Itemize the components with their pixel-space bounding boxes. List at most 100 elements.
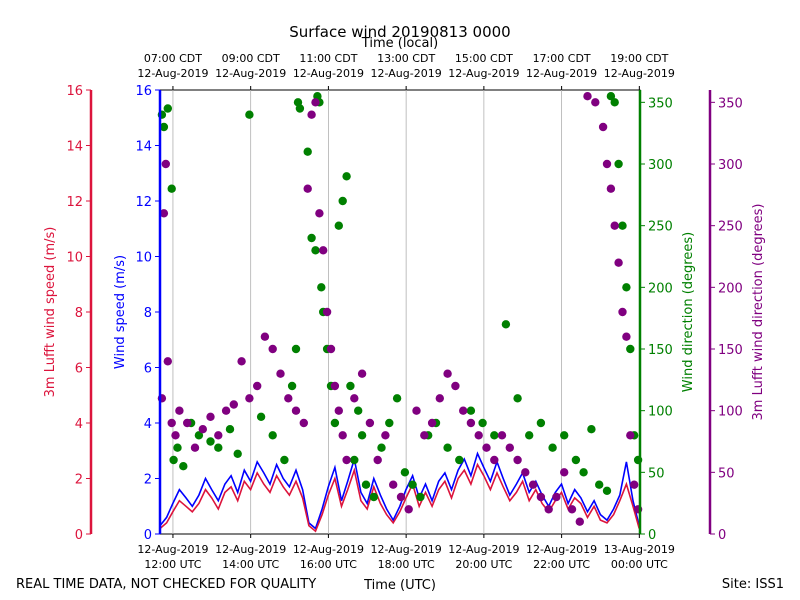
3m-lufft-wind-direction-point xyxy=(260,332,270,341)
3m-lufft-wind-direction-point xyxy=(311,98,320,107)
3m-lufft-wind-direction-point xyxy=(420,431,429,440)
wind-direction-point xyxy=(225,425,235,434)
3m-lufft-wind-direction-point xyxy=(474,431,483,440)
wind-direction-point xyxy=(606,92,616,101)
wind-direction-point xyxy=(377,443,386,452)
top-tick-label-date: 12-Aug-2019 xyxy=(526,67,597,80)
3m-lufft-wind-direction-point xyxy=(614,258,623,267)
3m-lufft-wind-direction-point xyxy=(435,394,444,403)
3m-lufft-wind-direction-point xyxy=(427,418,437,428)
wind-direction-point xyxy=(548,443,557,452)
series-layer xyxy=(157,92,643,533)
wind-direction-point xyxy=(361,480,371,489)
wind-direction-point xyxy=(245,110,254,119)
top-axis-label: Time (local) xyxy=(361,36,438,51)
wind-direction-point xyxy=(268,431,277,440)
speed-tick-label: 16 xyxy=(135,84,152,99)
lufft-direction-tick-label: 50 xyxy=(718,466,735,481)
lufft-speed-tick-label: 4 xyxy=(75,417,83,432)
3m-lufft-wind-direction-point xyxy=(373,455,382,465)
wind-direction-point xyxy=(287,381,297,391)
3m-lufft-wind-direction-point xyxy=(330,381,340,391)
x-tick-label-time: 22:00 UTC xyxy=(533,558,590,571)
3m-lufft-wind-direction-point xyxy=(315,209,324,218)
top-tick-label-date: 12-Aug-2019 xyxy=(604,67,675,80)
wind-direction-point xyxy=(330,418,340,428)
lufft-direction-tick-label: 250 xyxy=(718,220,743,235)
lufft-direction-tick-label: 100 xyxy=(718,405,743,420)
wind-direction-point xyxy=(392,394,402,403)
3m-lufft-wind-direction-point xyxy=(190,443,200,452)
wind-direction-point xyxy=(169,455,178,465)
x-tick-label-date: 13-Aug-2019 xyxy=(604,543,675,556)
3m-lufft-wind-direction-point xyxy=(237,357,246,366)
x-tick-label-date: 12-Aug-2019 xyxy=(371,543,442,556)
3m-lufft-wind-direction-point xyxy=(544,505,553,514)
wind-direction-point xyxy=(214,443,223,452)
x-axis-label: Time (UTC) xyxy=(363,578,436,593)
wind-direction-point xyxy=(173,443,182,452)
wind-direction-point xyxy=(357,431,367,440)
lufft-direction-tick-label: 150 xyxy=(718,343,743,358)
speed-tick-label: 8 xyxy=(144,306,152,321)
3m-lufft-wind-direction-point xyxy=(630,480,639,489)
3m-lufft-wind-direction-point xyxy=(560,468,569,477)
3m-lufft-wind-direction-point xyxy=(389,480,398,489)
wind-direction-point xyxy=(233,449,242,458)
lufft-speed-tick-label: 10 xyxy=(66,251,83,266)
speed-tick-label: 10 xyxy=(135,251,152,266)
x-tick-label-date: 12-Aug-2019 xyxy=(293,543,364,556)
x-tick-label-time: 20:00 UTC xyxy=(455,558,512,571)
top-tick-label-time: 19:00 CDT xyxy=(610,52,668,65)
3m-lufft-wind-direction-point xyxy=(536,492,546,502)
top-tick-label-date: 12-Aug-2019 xyxy=(371,67,442,80)
lufft-direction-axis-label: 3m Lufft wind direction (degrees) xyxy=(751,204,766,421)
3m-lufft-wind-direction-point xyxy=(326,344,336,354)
plot-area xyxy=(159,89,641,535)
3m-lufft-wind-direction-point xyxy=(167,418,176,428)
speed-tick-label: 12 xyxy=(135,195,152,210)
top-tick-label-date: 12-Aug-2019 xyxy=(293,67,364,80)
3m-lufft-wind-direction-point xyxy=(159,209,169,218)
lufft-speed-tick-label: 12 xyxy=(66,195,83,210)
wind-direction-point xyxy=(501,320,511,329)
wind-direction-point xyxy=(571,455,581,465)
direction-tick-label: 150 xyxy=(648,343,673,358)
wind-direction-point xyxy=(350,455,359,465)
speed-tick-label: 14 xyxy=(135,140,152,155)
3m-lufft-wind-direction-point xyxy=(268,344,277,354)
wind-direction-point xyxy=(179,462,188,471)
3m-lufft-wind-direction-point xyxy=(175,406,184,415)
3m-lufft-wind-direction-point xyxy=(381,431,390,440)
wind-direction-point xyxy=(295,104,305,113)
3m-lufft-wind-direction-point xyxy=(303,184,312,193)
wind-direction-point xyxy=(346,381,355,391)
x-tick-label-time: 12:00 UTC xyxy=(144,558,201,571)
x-tick-label-time: 00:00 UTC xyxy=(611,558,668,571)
wind-direction-point xyxy=(408,480,417,489)
lufft-direction-tick-label: 0 xyxy=(718,528,726,543)
3m-lufft-wind-direction-point xyxy=(591,98,600,107)
wind-direction-point xyxy=(536,418,546,428)
lufft-speed-tick-label: 0 xyxy=(75,528,83,543)
direction-tick-label: 250 xyxy=(648,220,673,235)
top-tick-label-date: 12-Aug-2019 xyxy=(215,67,286,80)
wind-direction-point xyxy=(303,147,312,156)
top-tick-label-time: 07:00 CDT xyxy=(144,52,202,65)
3m-lufft-wind-direction-point xyxy=(161,159,170,169)
wind-direction-point xyxy=(307,233,316,243)
3m-lufft-wind-direction-point xyxy=(513,455,522,465)
x-tick-label-date: 12-Aug-2019 xyxy=(215,543,286,556)
3m-lufft-wind-direction-point xyxy=(183,418,192,428)
3m-lufft-wind-direction-point xyxy=(482,443,491,452)
3m-lufft-wind-direction-point xyxy=(163,357,172,366)
3m-lufft-wind-direction-point xyxy=(583,92,592,101)
3m-lufft-wind-direction-point xyxy=(319,246,328,255)
lufft-speed-axis-label: 3m Lufft wind speed (m/s) xyxy=(43,227,58,398)
wind-direction-point xyxy=(560,431,569,440)
3m-lufft-wind-direction-point xyxy=(606,184,616,193)
wind-direction-point xyxy=(587,425,596,434)
axes: 12-Aug-2019 12:00 UTC 12-Aug-2019 14:00 UTC… xyxy=(66,52,742,571)
3m-lufft-wind-direction-point xyxy=(253,381,262,391)
